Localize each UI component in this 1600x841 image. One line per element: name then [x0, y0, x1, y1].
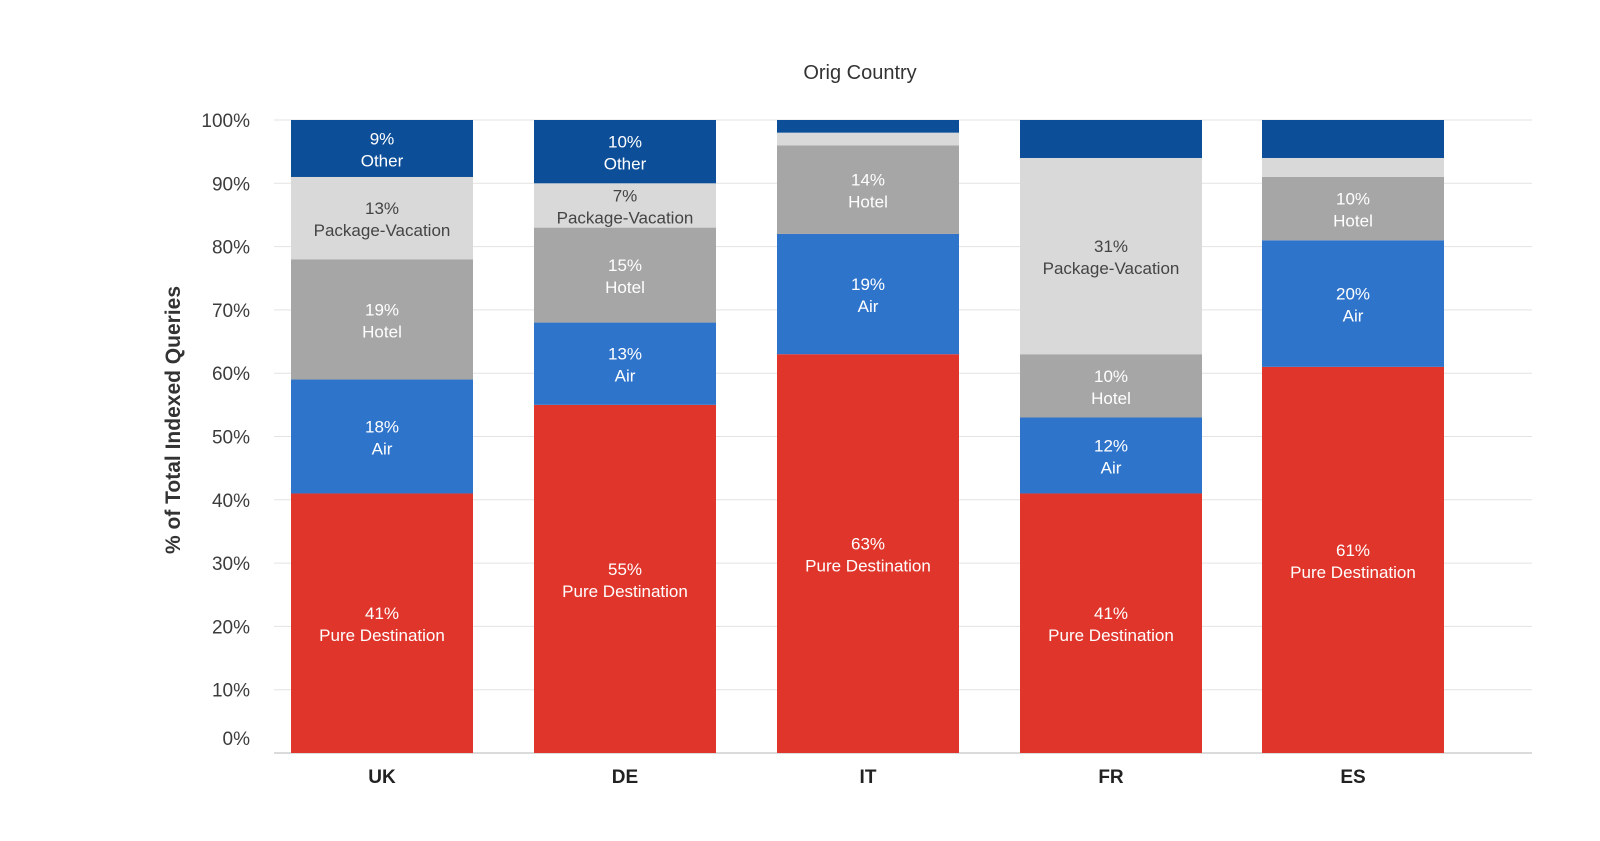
segment-value-label: 9%: [370, 129, 395, 148]
bar-segment-de-package-vacation: [534, 183, 716, 228]
y-tick-label: 0%: [223, 729, 251, 750]
segment-series-label: Hotel: [1333, 212, 1373, 231]
bar-segment-es-package-vacation: [1262, 157, 1444, 177]
x-tick-label-de: DE: [612, 767, 638, 788]
segment-value-label: 61%: [1336, 541, 1370, 560]
bar-segment-uk-other: [291, 120, 473, 177]
segment-value-label: 13%: [608, 345, 642, 364]
bar-segment-fr-package-vacation: [1020, 157, 1202, 355]
bars: [291, 120, 1444, 753]
segment-series-label: Air: [858, 297, 879, 316]
segment-value-label: 10%: [608, 133, 642, 152]
x-tick-label-uk: UK: [368, 767, 396, 788]
bar-segment-de-air: [534, 322, 716, 405]
chart-title: Orig Country: [803, 62, 916, 84]
segment-value-label: 14%: [851, 171, 885, 190]
y-tick-label: 60%: [212, 364, 250, 385]
bar-segment-uk-package-vacation: [291, 176, 473, 260]
y-tick-label: 20%: [212, 617, 250, 638]
segment-value-label: 19%: [365, 300, 399, 319]
segment-series-label: Other: [604, 155, 647, 174]
segment-series-label: Hotel: [605, 278, 645, 297]
segment-series-label: Pure Destination: [1048, 626, 1174, 645]
segment-series-label: Pure Destination: [319, 626, 445, 645]
y-tick-label: 80%: [212, 238, 250, 259]
segment-value-label: 55%: [608, 560, 642, 579]
segment-series-label: Package-Vacation: [557, 208, 694, 227]
x-tick-label-es: ES: [1340, 767, 1365, 788]
segment-series-label: Other: [361, 151, 404, 170]
bar-segment-it-other: [777, 120, 959, 133]
y-tick-label: 90%: [212, 174, 250, 195]
y-axis-ticks: 0% 10% 20% 30% 40% 50% 60% 70% 80% 90% 100%: [201, 111, 250, 750]
x-axis-ticks: UK DE IT FR ES: [368, 767, 1365, 788]
segment-value-label: 41%: [1094, 604, 1128, 623]
bar-segment-es-hotel: [1262, 176, 1444, 241]
segment-series-label: Package-Vacation: [314, 221, 451, 240]
segment-series-label: Pure Destination: [1290, 563, 1416, 582]
bar-segment-it-pure-destination: [777, 354, 959, 753]
bar-segment-es-air: [1262, 240, 1444, 367]
bar-segment-es-pure-destination: [1262, 366, 1444, 753]
y-tick-label: 10%: [212, 681, 250, 702]
bar-segment-es-other: [1262, 120, 1444, 158]
y-axis-title: % of Total Indexed Queries: [162, 286, 185, 554]
y-tick-label: 70%: [212, 301, 250, 322]
segment-series-label: Pure Destination: [562, 582, 688, 601]
x-tick-label-it: IT: [860, 767, 877, 788]
bar-segment-de-hotel: [534, 227, 716, 323]
segment-series-label: Hotel: [848, 193, 888, 212]
segment-series-label: Hotel: [362, 322, 402, 341]
bar-segment-it-air: [777, 233, 959, 355]
segment-series-label: Pure Destination: [805, 557, 931, 576]
bar-segment-uk-hotel: [291, 259, 473, 380]
segment-value-label: 15%: [608, 256, 642, 275]
y-tick-label: 100%: [201, 111, 250, 132]
segment-series-label: Air: [615, 367, 636, 386]
y-tick-label: 40%: [212, 491, 250, 512]
bar-segment-uk-air: [291, 379, 473, 494]
y-tick-label: 30%: [212, 554, 250, 575]
bar-segment-it-package-vacation: [777, 132, 959, 146]
segment-value-label: 7%: [613, 186, 638, 205]
segment-value-label: 63%: [851, 535, 885, 554]
segment-series-label: Air: [1343, 307, 1364, 326]
segment-value-label: 19%: [851, 275, 885, 294]
bar-segment-uk-pure-destination: [291, 493, 473, 753]
segment-value-label: 10%: [1094, 367, 1128, 386]
bar-segment-fr-other: [1020, 120, 1202, 158]
segment-value-label: 20%: [1336, 285, 1370, 304]
segment-value-label: 41%: [365, 604, 399, 623]
bar-segment-de-other: [534, 120, 716, 184]
y-tick-label: 50%: [212, 428, 250, 449]
segment-value-label: 31%: [1094, 237, 1128, 256]
segment-value-label: 13%: [365, 199, 399, 218]
bar-segment-it-hotel: [777, 145, 959, 234]
segment-series-label: Air: [1101, 458, 1122, 477]
segment-value-label: 12%: [1094, 436, 1128, 455]
bar-segment-fr-hotel: [1020, 354, 1202, 418]
segment-series-label: Hotel: [1091, 389, 1131, 408]
segment-series-label: Package-Vacation: [1043, 259, 1180, 278]
data-labels: 41% Pure Destination 18% Air 19% Hotel 13% Pack…: [314, 129, 1416, 645]
bar-segment-de-pure-destination: [534, 404, 716, 753]
segment-value-label: 10%: [1336, 190, 1370, 209]
bar-segment-fr-pure-destination: [1020, 493, 1202, 753]
x-tick-label-fr: FR: [1098, 767, 1124, 788]
segment-value-label: 18%: [365, 418, 399, 437]
segment-series-label: Air: [372, 440, 393, 459]
bar-segment-fr-air: [1020, 417, 1202, 494]
